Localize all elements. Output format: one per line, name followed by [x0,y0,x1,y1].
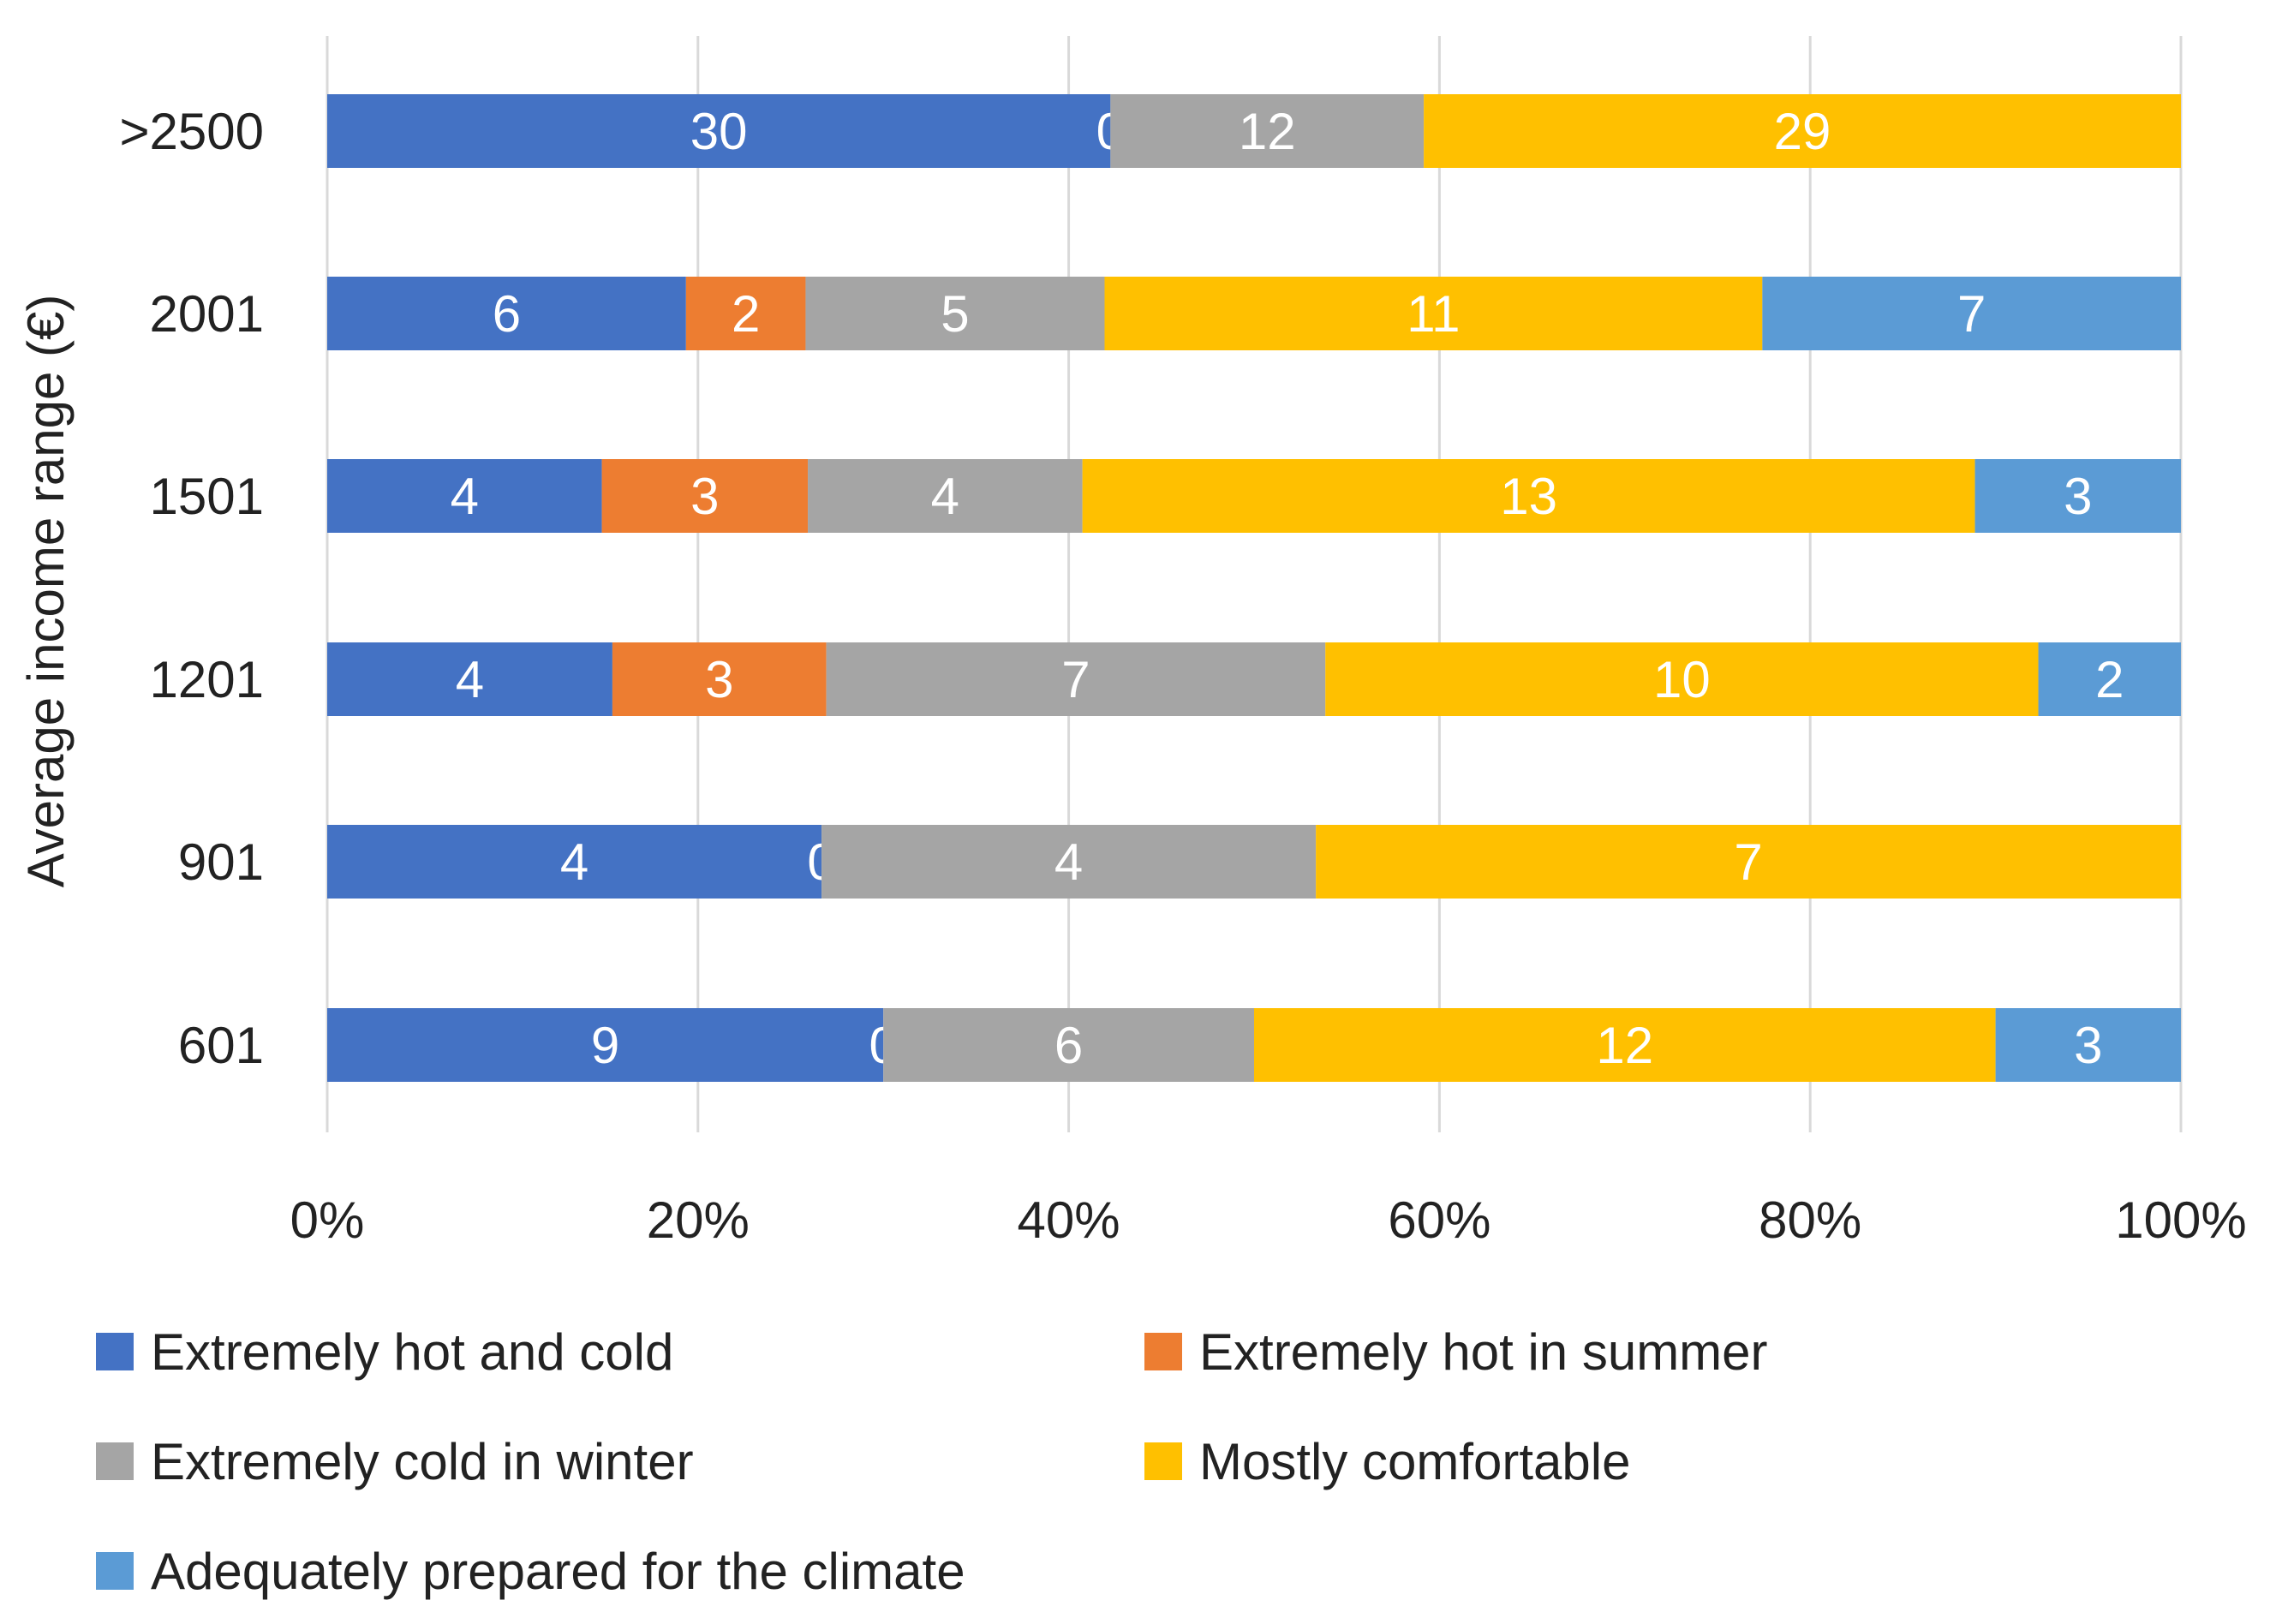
data-label: 3 [2064,468,2092,525]
legend-swatch [96,1333,134,1370]
legend-label: Extremely cold in winter [151,1433,694,1490]
data-label: 5 [941,285,969,343]
legend-swatch [96,1442,134,1480]
category-label: 901 [178,833,264,891]
data-label: 2 [2095,651,2124,708]
data-label: 30 [690,103,748,160]
bar-segment [1325,642,2039,716]
bar-segment [685,277,806,350]
x-tick-label: 0% [290,1191,365,1249]
bars: 90612340474371024341336251173001229 [327,94,2181,1082]
y-axis-title: Average income range (€) [17,295,75,888]
legend-label: Extremely hot and cold [151,1323,673,1381]
data-label: 3 [2074,1017,2102,1074]
bar-segment [1995,1008,2181,1082]
bar-segment [1424,94,2181,168]
x-tick-label: 100% [2115,1191,2246,1249]
data-label: 12 [1239,103,1296,160]
bar-segment [327,277,686,350]
data-label: 7 [1734,833,1762,891]
bar-segment [805,277,1105,350]
legend-item: Extremely hot and cold [96,1323,673,1381]
legend-swatch [1144,1333,1182,1370]
bar-segment [821,825,1317,899]
data-label: 9 [591,1017,619,1074]
data-label: 7 [1061,651,1090,708]
bar-segment [1104,277,1763,350]
x-tick-label: 40% [1018,1191,1120,1249]
data-label: 3 [705,651,733,708]
bar-segment [1110,94,1425,168]
legend-label: Extremely hot in summer [1199,1323,1768,1381]
data-label: 29 [1774,103,1831,160]
data-label: 3 [690,468,719,525]
data-label: 4 [456,651,484,708]
category-label: 2001 [150,285,264,343]
legend-item: Extremely hot in summer [1144,1323,1768,1381]
bar-segment [2038,642,2181,716]
legend-item: Extremely cold in winter [96,1433,694,1490]
bar-segment [1762,277,2181,350]
legend-item: Mostly comfortable [1144,1433,1631,1490]
category-label: >2500 [119,103,264,160]
value-axis: 0% 20% 40% 60% 80% 100% [290,1191,2247,1249]
data-label: 12 [1596,1017,1653,1074]
bar-segment [1316,825,2181,899]
data-label: 10 [1653,651,1711,708]
x-tick-label: 20% [647,1191,750,1249]
data-label: 4 [560,833,588,891]
bar-segment [1254,1008,1996,1082]
legend-swatch [1144,1442,1182,1480]
bar-segment [883,1008,1254,1082]
bar-segment [1974,459,2181,533]
bar-segment [612,642,827,716]
bar-segment [601,459,809,533]
bar-segment [808,459,1083,533]
category-label: 1501 [150,468,264,525]
bar-segment [826,642,1326,716]
legend-label: Adequately prepared for the climate [151,1543,965,1600]
data-label: 4 [451,468,479,525]
bar-segment [327,825,822,899]
x-tick-label: 80% [1759,1191,1861,1249]
data-label: 4 [1054,833,1083,891]
bar-segment [1082,459,1975,533]
bar-segment [327,94,1111,168]
x-tick-label: 60% [1388,1191,1490,1249]
legend-swatch [96,1552,134,1590]
bar-segment [327,1008,884,1082]
data-label: 7 [1957,285,1986,343]
data-label: 11 [1407,285,1460,343]
data-label: 2 [732,285,760,343]
category-label: 601 [178,1017,264,1074]
legend-label: Mostly comfortable [1199,1433,1631,1490]
category-axis: 601 901 1201 1501 2001 >2500 [119,103,264,1074]
legend-item: Adequately prepared for the climate [96,1543,965,1600]
bar-segment [327,459,602,533]
data-label: 6 [1054,1017,1083,1074]
data-label: 4 [931,468,959,525]
legend: Extremely hot and cold Extremely hot in s… [96,1323,1768,1600]
data-label: 6 [493,285,521,343]
category-label: 1201 [150,651,264,708]
data-label: 13 [1500,468,1557,525]
gridlines [326,36,2183,1132]
bar-segment [327,642,612,716]
